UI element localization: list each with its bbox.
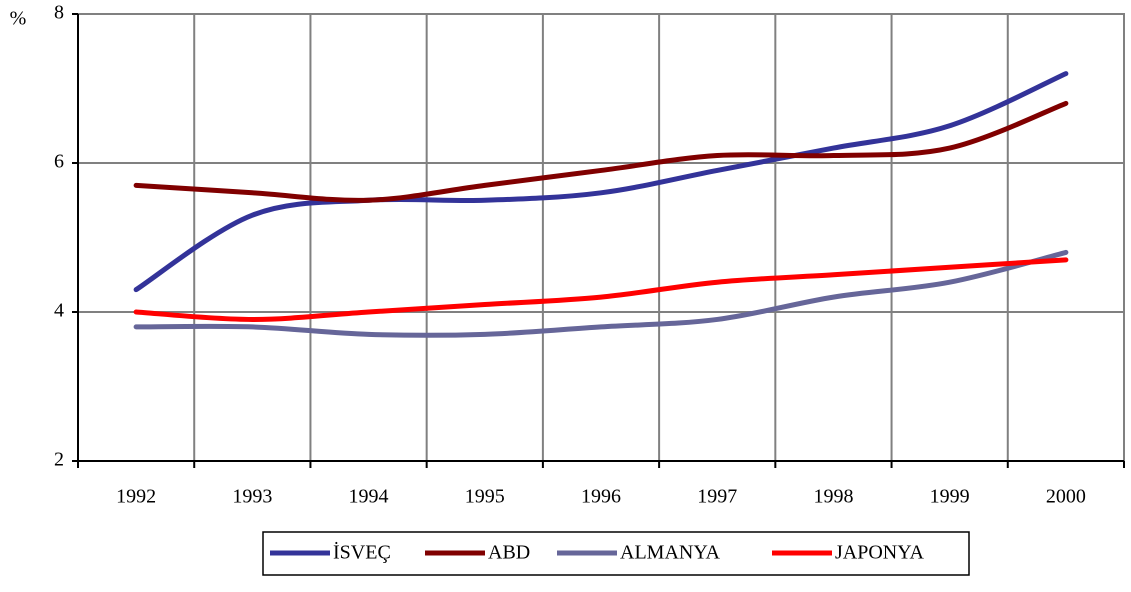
legend-label: JAPONYA [835, 542, 924, 564]
plot-area [77, 13, 1125, 462]
series-line [133, 249, 1069, 338]
y-axis-label: % [10, 8, 27, 30]
y-tick-label: 8 [54, 2, 64, 24]
y-tick-label: 6 [54, 151, 64, 173]
series-line [133, 71, 1069, 293]
x-tick-label: 1996 [581, 486, 621, 508]
legend-label: ALMANYA [620, 542, 721, 564]
legend-label: İSVEÇ [333, 541, 391, 564]
x-tick-label: 1995 [465, 486, 505, 508]
legend-label: ABD [488, 542, 530, 564]
x-tick-label: 1994 [349, 486, 389, 508]
x-tick-label: 1993 [232, 486, 272, 508]
x-tick-label: 1997 [697, 486, 737, 508]
series-line [133, 100, 1069, 203]
x-tick-label: 2000 [1046, 486, 1086, 508]
x-tick-label: 1999 [930, 486, 970, 508]
y-tick-label: 2 [54, 449, 64, 471]
series-line [133, 257, 1069, 322]
x-tick-label: 1992 [116, 486, 156, 508]
x-tick-label: 1998 [813, 486, 853, 508]
y-tick-label: 4 [54, 300, 64, 322]
